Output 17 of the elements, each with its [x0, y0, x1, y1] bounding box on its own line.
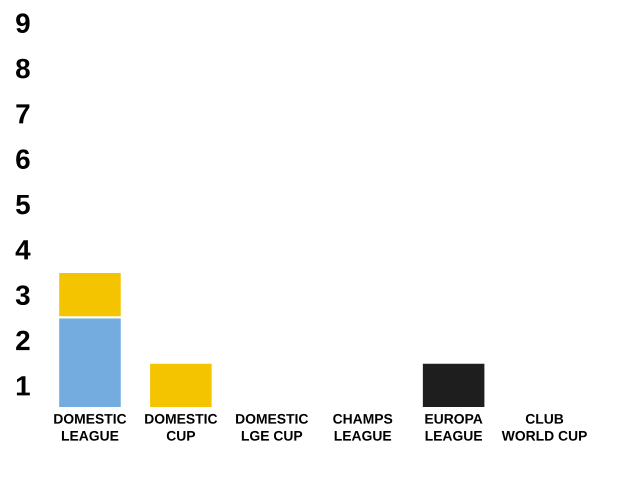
y-tick-label: 5 [16, 194, 30, 214]
y-tick-label: 3 [16, 285, 30, 306]
y-tick-label: 9 [16, 13, 30, 34]
y-tick-label: 1 [16, 376, 30, 396]
y-tick-label: 6 [16, 149, 30, 170]
y-tick-label: 2 [16, 330, 30, 350]
x-tick-label: CLUB WORLD CUP [502, 414, 587, 441]
bar [420, 362, 486, 408]
y-tick-label: 7 [16, 104, 30, 124]
bar [148, 362, 214, 408]
y-tick-label: 4 [16, 240, 30, 260]
x-tick-label: EUROPA LEAGUE [425, 414, 482, 441]
x-tick-label: DOMESTIC CUP [145, 414, 218, 441]
x-tick-label: DOMESTIC LGE CUP [236, 414, 308, 441]
x-tick-label: CHAMPS LEAGUE [333, 414, 392, 441]
y-tick-label: 8 [16, 58, 30, 78]
x-tick-label: DOMESTIC LEAGUE [54, 414, 126, 441]
